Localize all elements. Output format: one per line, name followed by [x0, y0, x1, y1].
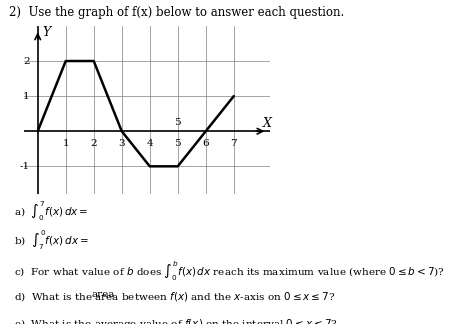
Text: c)  For what value of $b$ does $\int_0^b f(x)\,dx$ reach its maximum value (wher: c) For what value of $b$ does $\int_0^b …: [14, 259, 445, 283]
Text: 7: 7: [230, 139, 237, 148]
Text: X: X: [263, 117, 272, 130]
Text: -1: -1: [20, 162, 30, 171]
Text: 5: 5: [174, 139, 181, 148]
Text: d)  What is the area between $f(x)$ and the $x$-axis on $0 \leq x \leq 7$?: d) What is the area between $f(x)$ and t…: [14, 290, 336, 303]
Text: 2)  Use the graph of f(x) below to answer each question.: 2) Use the graph of f(x) below to answer…: [9, 6, 345, 19]
Text: area: area: [91, 290, 114, 299]
Text: Y: Y: [43, 27, 51, 40]
Text: 5: 5: [174, 118, 181, 127]
Text: b)  $\int_7^0 f(x)\,dx =$: b) $\int_7^0 f(x)\,dx =$: [14, 228, 89, 252]
Text: 6: 6: [202, 139, 209, 148]
Text: a)  $\int_0^7 f(x)\,dx =$: a) $\int_0^7 f(x)\,dx =$: [14, 199, 89, 223]
Text: e)  What is the average value of $f(x)$ on the interval $0 \leq x \leq 7$?: e) What is the average value of $f(x)$ o…: [14, 317, 338, 324]
Text: 4: 4: [146, 139, 153, 148]
Text: 1: 1: [23, 92, 30, 101]
Text: 2: 2: [23, 56, 30, 65]
Text: 1: 1: [63, 139, 69, 148]
Text: 3: 3: [118, 139, 125, 148]
Text: 2: 2: [91, 139, 97, 148]
